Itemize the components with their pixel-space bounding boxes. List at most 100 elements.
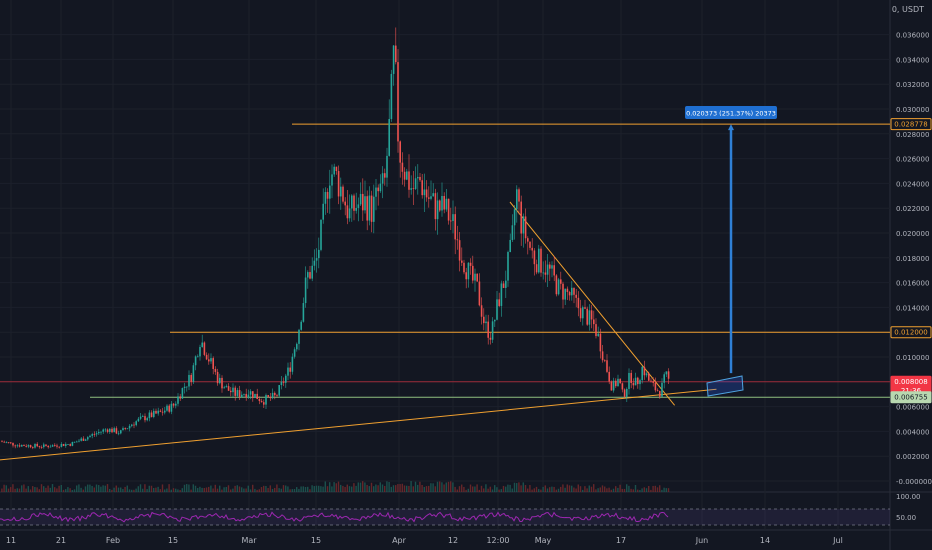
candle-body [577, 297, 580, 309]
volume-bar [230, 489, 232, 492]
candle-body [40, 447, 43, 448]
volume-bar [443, 484, 445, 492]
candle-body [353, 195, 355, 211]
candle-body [452, 214, 454, 222]
candle-body [458, 240, 461, 261]
time-axis[interactable]: 11 21 Feb 15 Mar 15 Apr 12 12:00 May 17 Jun 14 Jul [6, 536, 843, 545]
price-tick-label: 0.010000 [896, 354, 929, 362]
candle-body [505, 280, 507, 288]
rsi-pane: 100.00 50.00 [0, 493, 921, 526]
volume-bar [595, 489, 597, 492]
candle-body [91, 434, 93, 436]
candle-body [54, 445, 56, 446]
measure-range-box[interactable] [706, 375, 744, 397]
volume-bar [245, 488, 247, 492]
volume-bar [564, 487, 566, 492]
volume-bar [271, 488, 274, 492]
volume-bar [511, 488, 513, 492]
candle-body [654, 382, 657, 391]
volume-bar [421, 485, 423, 492]
volume-bar [529, 485, 531, 492]
candle-body [243, 393, 245, 395]
volume-bar [502, 485, 505, 492]
volume-bar [645, 488, 648, 492]
candle-body [14, 445, 16, 447]
volume-bar [159, 489, 161, 492]
candle-body [403, 171, 406, 180]
time-tick-label: 14 [760, 536, 770, 545]
volume-bar [148, 485, 150, 492]
candle-body [524, 216, 527, 239]
candle-body [139, 416, 142, 419]
candle-body [245, 393, 247, 398]
volume-bar [432, 483, 434, 492]
volume-bar [309, 489, 311, 492]
volume-bar [549, 487, 551, 492]
candle-body [131, 424, 133, 426]
volume-bar [553, 486, 555, 492]
candle-body [282, 381, 285, 383]
candle-body [606, 360, 608, 372]
candle-body [304, 277, 307, 304]
candle-body [247, 394, 250, 398]
candle-body [311, 265, 313, 279]
volume-bar [168, 484, 170, 492]
volume-bar [544, 485, 546, 492]
candle-body [12, 442, 14, 446]
price-tick-label: 0.018000 [896, 255, 929, 263]
candle-body [430, 196, 432, 199]
volume-bar [381, 484, 384, 492]
price-marker-label: 0.012000 [894, 329, 927, 337]
price-tick-label: 0.030000 [896, 106, 929, 114]
volume-bar [403, 485, 406, 492]
measure-arrow-head [728, 124, 734, 131]
measure-tool[interactable]: 0.020373 (251.37%) 20373 [685, 106, 777, 397]
volume-bar [608, 487, 610, 492]
candle-body [58, 446, 60, 448]
price-axis[interactable]: 0.036000 0.034000 0.032000 0.030000 0.028000… [890, 32, 932, 486]
price-tick-label: 0.028000 [896, 131, 929, 139]
volume-bar [494, 485, 496, 492]
volume-bar [76, 485, 78, 492]
candle-body [615, 380, 617, 387]
volume-bar [454, 486, 456, 492]
candle-body [450, 220, 452, 222]
candle-body [582, 307, 584, 319]
volume-bar [577, 484, 579, 492]
volume-bar [520, 485, 522, 492]
candle-body [553, 265, 555, 276]
volume-bar [562, 484, 564, 492]
volume-bar [144, 484, 146, 492]
candle-body [238, 390, 241, 397]
volume-bar [210, 485, 212, 492]
candle-body [98, 432, 100, 434]
volume-bar [461, 484, 463, 492]
volume-bar [516, 483, 518, 492]
candle-body [29, 445, 32, 448]
candle-body [443, 196, 445, 210]
candle-body [133, 424, 135, 426]
price-tick-label: 0.026000 [896, 156, 929, 164]
volume-bar [412, 486, 414, 492]
volume-bar [84, 486, 87, 492]
candle-body [511, 225, 514, 240]
candle-body [498, 299, 500, 306]
candle-body [533, 250, 536, 265]
candle-body [117, 433, 120, 435]
volume-bar [491, 489, 494, 492]
candle-body [588, 310, 591, 325]
candle-body [656, 390, 659, 392]
candle-body [221, 377, 223, 389]
candle-body [573, 287, 575, 295]
volume-bar [122, 489, 124, 492]
volume-bar [406, 485, 408, 492]
volume-bar [641, 488, 643, 492]
volume-bar [505, 486, 507, 492]
volume-bar [392, 485, 395, 492]
candle-body [639, 380, 641, 385]
volume-bar [568, 485, 571, 492]
volume-bar [384, 485, 386, 492]
price-marker [890, 391, 932, 404]
candle-body [546, 264, 549, 275]
